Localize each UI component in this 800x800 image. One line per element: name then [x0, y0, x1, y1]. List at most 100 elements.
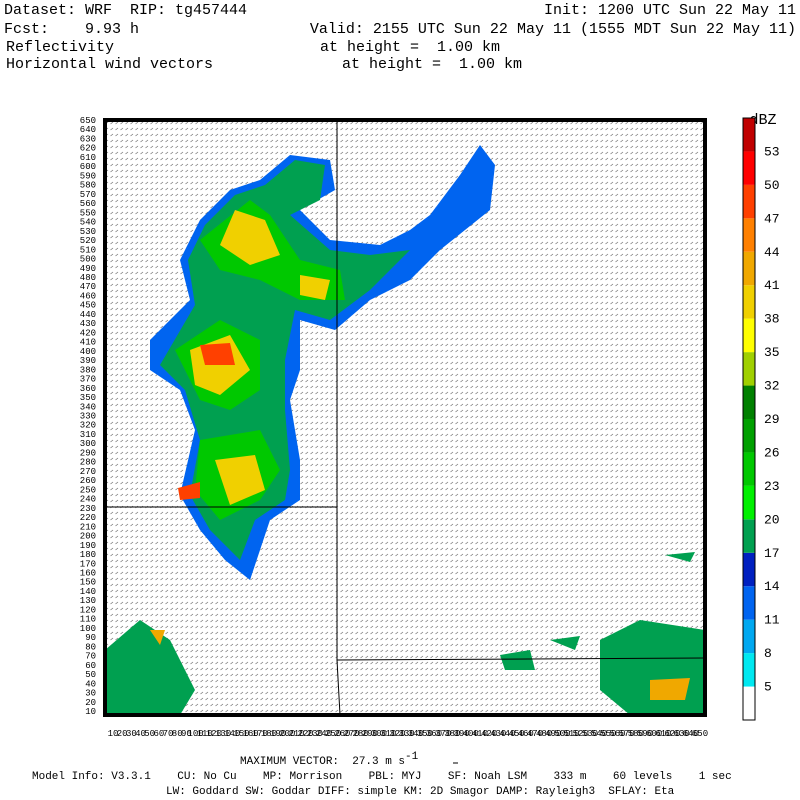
- x-tick-label: 40: [135, 729, 146, 739]
- y-tick-label: 460: [80, 291, 96, 301]
- x-tick-label: 300: [371, 729, 387, 739]
- y-tick-label: 200: [80, 532, 96, 542]
- fcst: Fcst: 9.93 h: [4, 21, 139, 38]
- y-tick-label: 380: [80, 365, 96, 375]
- colorbar-bin: [743, 452, 755, 486]
- x-tick-label: 580: [628, 729, 644, 739]
- y-tick-label: 260: [80, 476, 96, 486]
- dataset: Dataset: WRF RIP: tg457444: [4, 2, 247, 19]
- x-tick-label: 620: [664, 729, 680, 739]
- reflectivity: [105, 145, 705, 715]
- field-level: at height = 1.00 km: [342, 56, 522, 73]
- y-tick-label: 320: [80, 421, 96, 431]
- x-tick-label: 250: [325, 729, 341, 739]
- x-tick-label: 50: [144, 729, 155, 739]
- init: Init: 1200 UTC Sun 22 May 11: [544, 2, 796, 19]
- colorbar-label: 41: [764, 278, 780, 293]
- x-tick-label: 390: [453, 729, 469, 739]
- x-tick-label: 430: [490, 729, 506, 739]
- y-tick-label: 310: [80, 430, 96, 440]
- x-tick-label: 420: [481, 729, 497, 739]
- x-tick-label: 330: [398, 729, 414, 739]
- colorbar-bin: [743, 653, 755, 687]
- y-tick-label: 40: [85, 679, 96, 689]
- colorbar-bin: [743, 251, 755, 286]
- y-tick-label: 90: [85, 633, 96, 643]
- y-tick-label: 230: [80, 504, 96, 514]
- y-tick-label: 570: [80, 190, 96, 200]
- boundaries: [105, 120, 706, 716]
- x-tick-label: 200: [279, 729, 295, 739]
- x-tick-label: 480: [536, 729, 552, 739]
- max-vector: MAXIMUM VECTOR: 27.3 m s: [240, 756, 405, 768]
- colorbar-bin: [743, 385, 755, 419]
- y-tick-label: 590: [80, 171, 96, 181]
- y-tick-label: 280: [80, 458, 96, 468]
- colorbar-label: 14: [764, 579, 780, 594]
- x-tick-label: 350: [417, 729, 433, 739]
- y-tick-label: 60: [85, 661, 96, 671]
- x-tick-label: 230: [307, 729, 323, 739]
- colorbar-label: 35: [764, 345, 780, 360]
- y-tick-label: 560: [80, 199, 96, 209]
- x-tick-label: 490: [545, 729, 561, 739]
- y-tick-label: 550: [80, 208, 96, 218]
- y-tick-label: 610: [80, 153, 96, 163]
- y-tick-label: 510: [80, 245, 96, 255]
- x-tick-label: 600: [646, 729, 662, 739]
- colorbar-bin: [743, 184, 755, 219]
- x-tick-label: 60: [153, 729, 164, 739]
- y-tick-label: 440: [80, 310, 96, 320]
- y-tick-label: 350: [80, 393, 96, 403]
- x-tick-label: 260: [334, 729, 350, 739]
- colorbar-label: 5: [764, 680, 772, 695]
- colorbar-frame: [742, 117, 756, 721]
- colorbar-label: 17: [764, 546, 780, 561]
- y-tick-label: 50: [85, 670, 96, 680]
- valid: Valid: 2155 UTC Sun 22 May 11 (1555 MDT …: [310, 21, 796, 38]
- y-tick-label: 210: [80, 522, 96, 532]
- y-tick-label: 540: [80, 218, 96, 228]
- y-tick-label: 490: [80, 264, 96, 274]
- y-tick-label: 330: [80, 412, 96, 422]
- x-tick-label: 160: [242, 729, 258, 739]
- colorbar-bin: [743, 519, 755, 553]
- x-tick-label: 630: [674, 729, 690, 739]
- x-tick-label: 140: [224, 729, 240, 739]
- colorbar-label: 38: [764, 312, 780, 327]
- y-tick-label: 400: [80, 347, 96, 357]
- x-tick-label: 520: [573, 729, 589, 739]
- y-tick-label: 530: [80, 227, 96, 237]
- x-tick-label: 610: [655, 729, 671, 739]
- y-tick-label: 340: [80, 402, 96, 412]
- y-tick-label: 650: [80, 116, 96, 126]
- y-tick-label: 420: [80, 328, 96, 338]
- x-tick-label: 470: [527, 729, 543, 739]
- x-tick-label: 440: [499, 729, 515, 739]
- y-tick-label: 620: [80, 144, 96, 154]
- x-tick-label: 30: [126, 729, 137, 739]
- colorbar-label: 53: [764, 144, 780, 159]
- y-tick-label: 10: [85, 707, 96, 717]
- y-tick-label: 190: [80, 541, 96, 551]
- x-tick-label: 460: [518, 729, 534, 739]
- y-tick-label: 300: [80, 439, 96, 449]
- y-tick-label: 140: [80, 587, 96, 597]
- y-tick-label: 110: [80, 615, 96, 625]
- y-tick-label: 410: [80, 338, 96, 348]
- x-tick-label: 20: [117, 729, 128, 739]
- physics-info: LW: Goddard SW: Goddar DIFF: simple KM: …: [166, 786, 675, 798]
- y-tick-label: 520: [80, 236, 96, 246]
- y-tick-label: 130: [80, 596, 96, 606]
- y-tick-label: 500: [80, 255, 96, 265]
- max-vector-exponent: -1: [405, 751, 419, 763]
- y-tick-label: 20: [85, 698, 96, 708]
- x-tick-label: 10: [108, 729, 119, 739]
- colorbar-label: 11: [764, 613, 780, 628]
- x-tick-label: 410: [472, 729, 488, 739]
- x-tick-label: 380: [444, 729, 460, 739]
- colorbar-label: 32: [764, 379, 780, 394]
- y-tick-label: 100: [80, 624, 96, 634]
- y-tick-label: 360: [80, 384, 96, 394]
